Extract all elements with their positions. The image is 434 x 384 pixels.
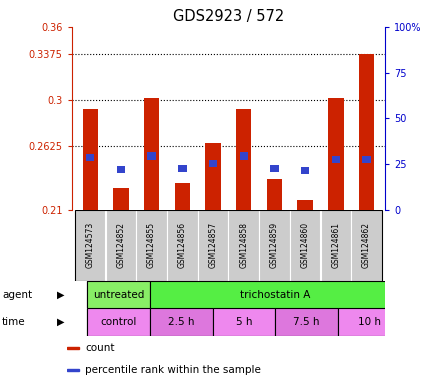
Text: GSM124857: GSM124857 — [208, 222, 217, 268]
Text: GSM124858: GSM124858 — [239, 222, 248, 268]
Bar — [116, 166, 125, 173]
Bar — [86, 154, 94, 161]
Text: percentile rank within the sample: percentile rank within the sample — [85, 366, 260, 376]
Bar — [362, 156, 370, 163]
Text: control: control — [100, 317, 137, 327]
Bar — [270, 165, 278, 172]
Bar — [67, 369, 79, 371]
Bar — [212, 308, 275, 336]
Text: ▶: ▶ — [57, 317, 65, 327]
Text: 5 h: 5 h — [235, 317, 252, 327]
Text: GSM124852: GSM124852 — [116, 222, 125, 268]
Bar — [67, 347, 79, 349]
Bar — [150, 308, 212, 336]
Text: untreated: untreated — [93, 290, 144, 300]
Bar — [297, 200, 312, 210]
Bar — [266, 179, 282, 210]
Bar — [75, 210, 105, 281]
Text: ▶: ▶ — [57, 290, 65, 300]
Bar — [205, 142, 220, 210]
Bar — [289, 210, 320, 281]
Bar — [327, 98, 343, 210]
Bar — [350, 210, 381, 281]
Text: GSM124862: GSM124862 — [361, 222, 370, 268]
Bar — [239, 152, 247, 160]
Bar — [144, 98, 159, 210]
Bar — [113, 188, 128, 210]
Text: GSM124860: GSM124860 — [300, 222, 309, 268]
Bar — [358, 54, 373, 210]
Text: GSM124855: GSM124855 — [147, 222, 156, 268]
Bar — [105, 210, 136, 281]
Title: GDS2923 / 572: GDS2923 / 572 — [172, 9, 283, 24]
Bar — [167, 210, 197, 281]
Bar — [150, 281, 400, 308]
Bar — [82, 109, 98, 210]
Text: GSM124573: GSM124573 — [85, 222, 95, 268]
Text: GSM124856: GSM124856 — [178, 222, 186, 268]
Bar — [197, 210, 228, 281]
Bar — [275, 308, 337, 336]
Bar — [136, 210, 167, 281]
Text: trichostatin A: trichostatin A — [240, 290, 310, 300]
Text: time: time — [2, 317, 26, 327]
Bar — [337, 308, 400, 336]
Text: count: count — [85, 343, 114, 353]
Bar — [87, 308, 150, 336]
Text: 2.5 h: 2.5 h — [168, 317, 194, 327]
Text: GSM124859: GSM124859 — [270, 222, 278, 268]
Bar — [331, 156, 339, 163]
Text: 10 h: 10 h — [357, 317, 380, 327]
Bar — [320, 210, 350, 281]
Bar — [174, 183, 190, 210]
Text: agent: agent — [2, 290, 32, 300]
Text: GSM124861: GSM124861 — [331, 222, 339, 268]
Bar — [87, 281, 150, 308]
Bar — [208, 160, 217, 167]
Bar — [300, 167, 309, 174]
Bar — [236, 109, 251, 210]
Bar — [178, 165, 186, 172]
Bar — [147, 152, 155, 160]
Bar — [228, 210, 258, 281]
Bar — [259, 210, 289, 281]
Text: 7.5 h: 7.5 h — [293, 317, 319, 327]
